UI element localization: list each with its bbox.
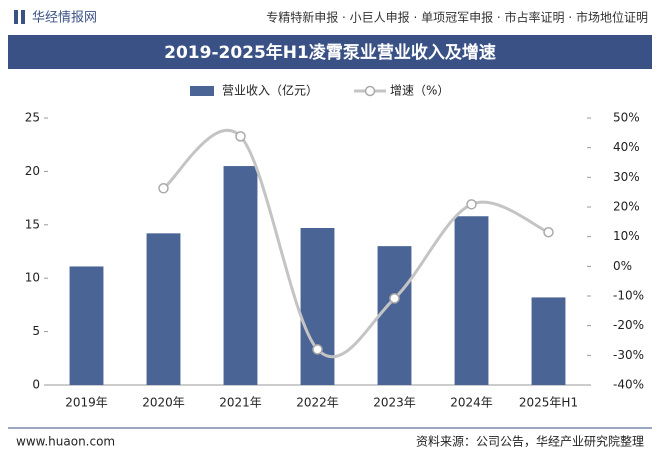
x-tick-label: 2023年 (373, 396, 416, 410)
bar (377, 246, 412, 385)
legend-label: 增速（%） (390, 84, 449, 98)
legend-swatch (190, 86, 214, 96)
bar (531, 297, 566, 385)
logo-mark (14, 10, 18, 24)
y2-tick-label: 40% (613, 140, 640, 154)
legend-label: 营业收入（亿元） (222, 83, 318, 98)
line-marker (312, 344, 323, 355)
y2-tick-label: 20% (613, 200, 640, 214)
y-tick-label: 10 (25, 271, 40, 285)
y-tick-label: 20 (25, 164, 40, 178)
y2-tick-label: 30% (613, 170, 640, 184)
y-tick-label: 15 (25, 217, 40, 231)
footer-source: 资料来源：公司公告，华经产业研究院整理 (416, 434, 644, 449)
y2-tick-label: 50% (613, 111, 640, 125)
y2-tick-label: -20% (613, 318, 644, 332)
x-tick-label: 2019年 (65, 396, 108, 410)
bar (300, 228, 335, 385)
chart-title: 2019-2025年H1凌霄泵业营业收入及增速 (164, 42, 496, 63)
bar (69, 266, 104, 385)
y-tick-label: 25 (25, 111, 40, 125)
x-tick-label: 2022年 (296, 396, 339, 410)
x-tick-label: 2020年 (142, 396, 185, 410)
line-marker (466, 199, 477, 210)
logo-mark (21, 10, 25, 24)
bar (223, 166, 258, 385)
x-tick-label: 2024年 (450, 396, 493, 410)
line-marker (543, 226, 554, 238)
x-tick-label: 2021年 (219, 396, 262, 410)
line-marker (389, 293, 400, 304)
y-tick-label: 0 (32, 378, 40, 392)
logo-text: 华经情报网 (32, 11, 97, 26)
legend-swatch (364, 85, 376, 97)
title-bar (8, 35, 652, 69)
footer-site: www.huaon.com (16, 435, 115, 449)
y2-tick-label: -10% (613, 289, 644, 303)
line-marker (235, 131, 246, 142)
y2-tick-label: 10% (613, 229, 640, 243)
y2-tick-label: -30% (613, 348, 644, 362)
header-services: 专精特新申报 · 小巨人申报 · 单项冠军申报 · 市占率证明 · 市场地位证明 (266, 10, 648, 25)
y2-tick-label: 0% (613, 259, 632, 273)
bar (454, 216, 489, 385)
y-tick-label: 5 (32, 324, 40, 338)
line-marker (158, 183, 169, 194)
bar (146, 233, 181, 385)
x-tick-label: 2025年H1 (519, 396, 578, 410)
y2-tick-label: -40% (613, 378, 644, 392)
